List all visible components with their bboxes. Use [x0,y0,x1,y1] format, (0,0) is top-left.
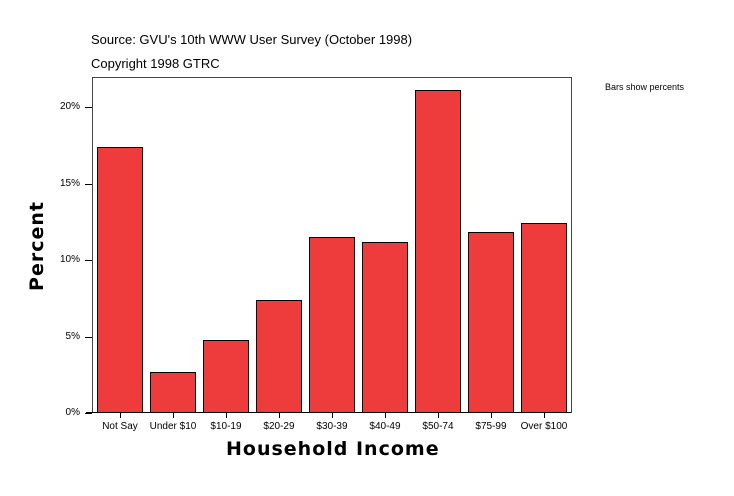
x-tick [385,413,386,418]
bar [203,340,249,413]
x-axis-title: Household Income [226,438,440,460]
bar [97,147,143,413]
bar [521,223,567,413]
chart-note: Bars show percents [605,82,685,92]
y-tick-label: 5% [65,331,80,342]
x-tick [438,413,439,418]
x-tick [491,413,492,418]
x-tick [279,413,280,418]
chart-source: Source: GVU's 10th WWW User Survey (Octo… [91,32,413,47]
x-tick-label: $20-29 [263,421,295,432]
x-tick-label: Over $100 [520,421,568,432]
y-tick [85,260,92,261]
x-tick-label: Under $10 [149,421,197,432]
x-tick [544,413,545,418]
y-axis-title: Percent [25,201,48,291]
plot-frame [92,77,572,413]
x-tick-label: Not Say [102,421,138,432]
x-tick [120,413,121,418]
x-tick [173,413,174,418]
x-tick [226,413,227,418]
bar [415,90,461,413]
bar [362,242,408,413]
x-tick-label: $40-49 [369,421,401,432]
bar [468,232,514,413]
x-tick-label: $30-39 [316,421,348,432]
bar [309,237,355,413]
y-tick-label: 0% [65,407,80,418]
y-tick-label: 10% [59,254,80,265]
y-tick [85,413,92,414]
bar [256,300,302,413]
x-tick-label: $50-74 [422,421,454,432]
x-tick-label: $10-19 [210,421,242,432]
y-tick-label: 20% [59,101,80,112]
x-tick-label: $75-99 [475,421,507,432]
x-tick [332,413,333,418]
y-tick [85,184,92,185]
y-tick [85,337,92,338]
chart-copyright: Copyright 1998 GTRC [91,56,220,71]
bar [150,372,196,413]
y-tick-label: 15% [59,178,80,189]
y-tick [85,107,92,108]
